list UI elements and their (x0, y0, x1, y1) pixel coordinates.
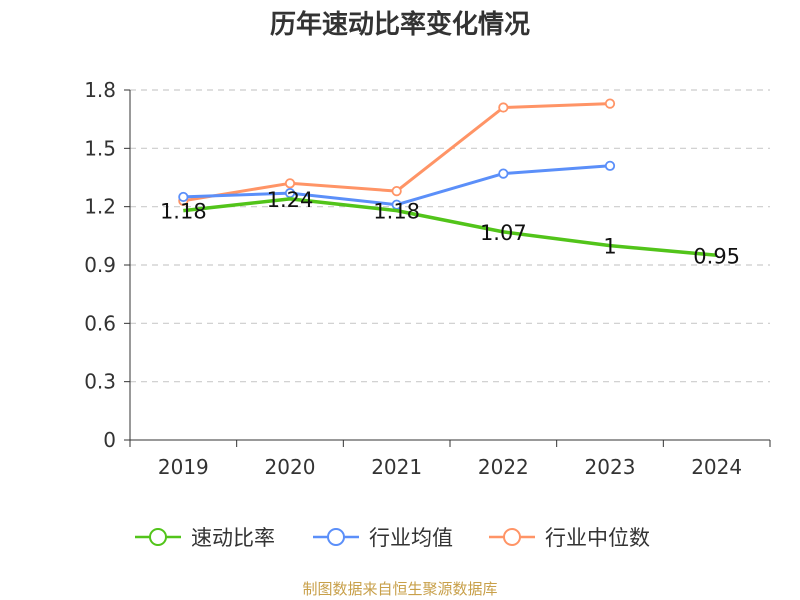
data-point (498, 102, 509, 113)
data-label: 1.24 (267, 188, 314, 212)
legend-label: 行业中位数 (545, 526, 650, 550)
chart-title: 历年速动比率变化情况 (269, 10, 530, 40)
data-label: 1 (603, 235, 616, 259)
data-point (284, 178, 296, 189)
y-tick-label: 1.5 (84, 136, 116, 160)
data-point (498, 168, 509, 179)
y-tick-label: 0.3 (84, 370, 116, 394)
series-lines (178, 98, 717, 258)
y-tick-label: 0 (103, 428, 116, 452)
data-label: 0.95 (693, 244, 740, 268)
legend-marker (327, 528, 345, 546)
legend-item-2: 行业中位数 (489, 526, 650, 550)
data-labels: 1.18 1.24 1.18 1.07 1 0.95 (160, 188, 740, 268)
source-note: 制图数据来自恒生聚源数据库 (302, 580, 498, 598)
data-point (391, 186, 402, 197)
data-point (604, 160, 616, 171)
data-label: 1.18 (373, 200, 420, 224)
x-tick-label: 2024 (691, 455, 742, 479)
legend-marker (149, 528, 167, 546)
x-tick-label: 2019 (158, 455, 209, 479)
x-tick-label: 2022 (478, 455, 529, 479)
x-tick-label: 2021 (371, 455, 422, 479)
legend-label: 速动比率 (191, 526, 275, 550)
x-tick-label: 2020 (265, 455, 316, 479)
legend: 速动比率 行业均值 行业中位数 (135, 526, 650, 550)
y-tick-label: 0.6 (84, 311, 116, 335)
axes: 0 0.3 0.6 0.9 1.2 1.5 1.8 2019 2020 2021 2022 2023 2… (84, 78, 771, 479)
legend-marker (503, 528, 521, 546)
series-line-0 (183, 197, 717, 258)
data-point (604, 98, 616, 109)
data-label: 1.07 (480, 221, 527, 245)
y-tick-label: 1.2 (84, 195, 116, 219)
data-label: 1.18 (160, 200, 207, 224)
legend-item-1: 行业均值 (313, 526, 453, 550)
legend-label: 行业均值 (369, 526, 453, 550)
legend-item-0: 速动比率 (135, 526, 275, 550)
x-tick-label: 2023 (585, 455, 636, 479)
grid-lines (130, 89, 770, 383)
y-tick-label: 0.9 (84, 253, 116, 277)
data-point (178, 191, 189, 203)
y-tick-label: 1.8 (84, 78, 116, 102)
